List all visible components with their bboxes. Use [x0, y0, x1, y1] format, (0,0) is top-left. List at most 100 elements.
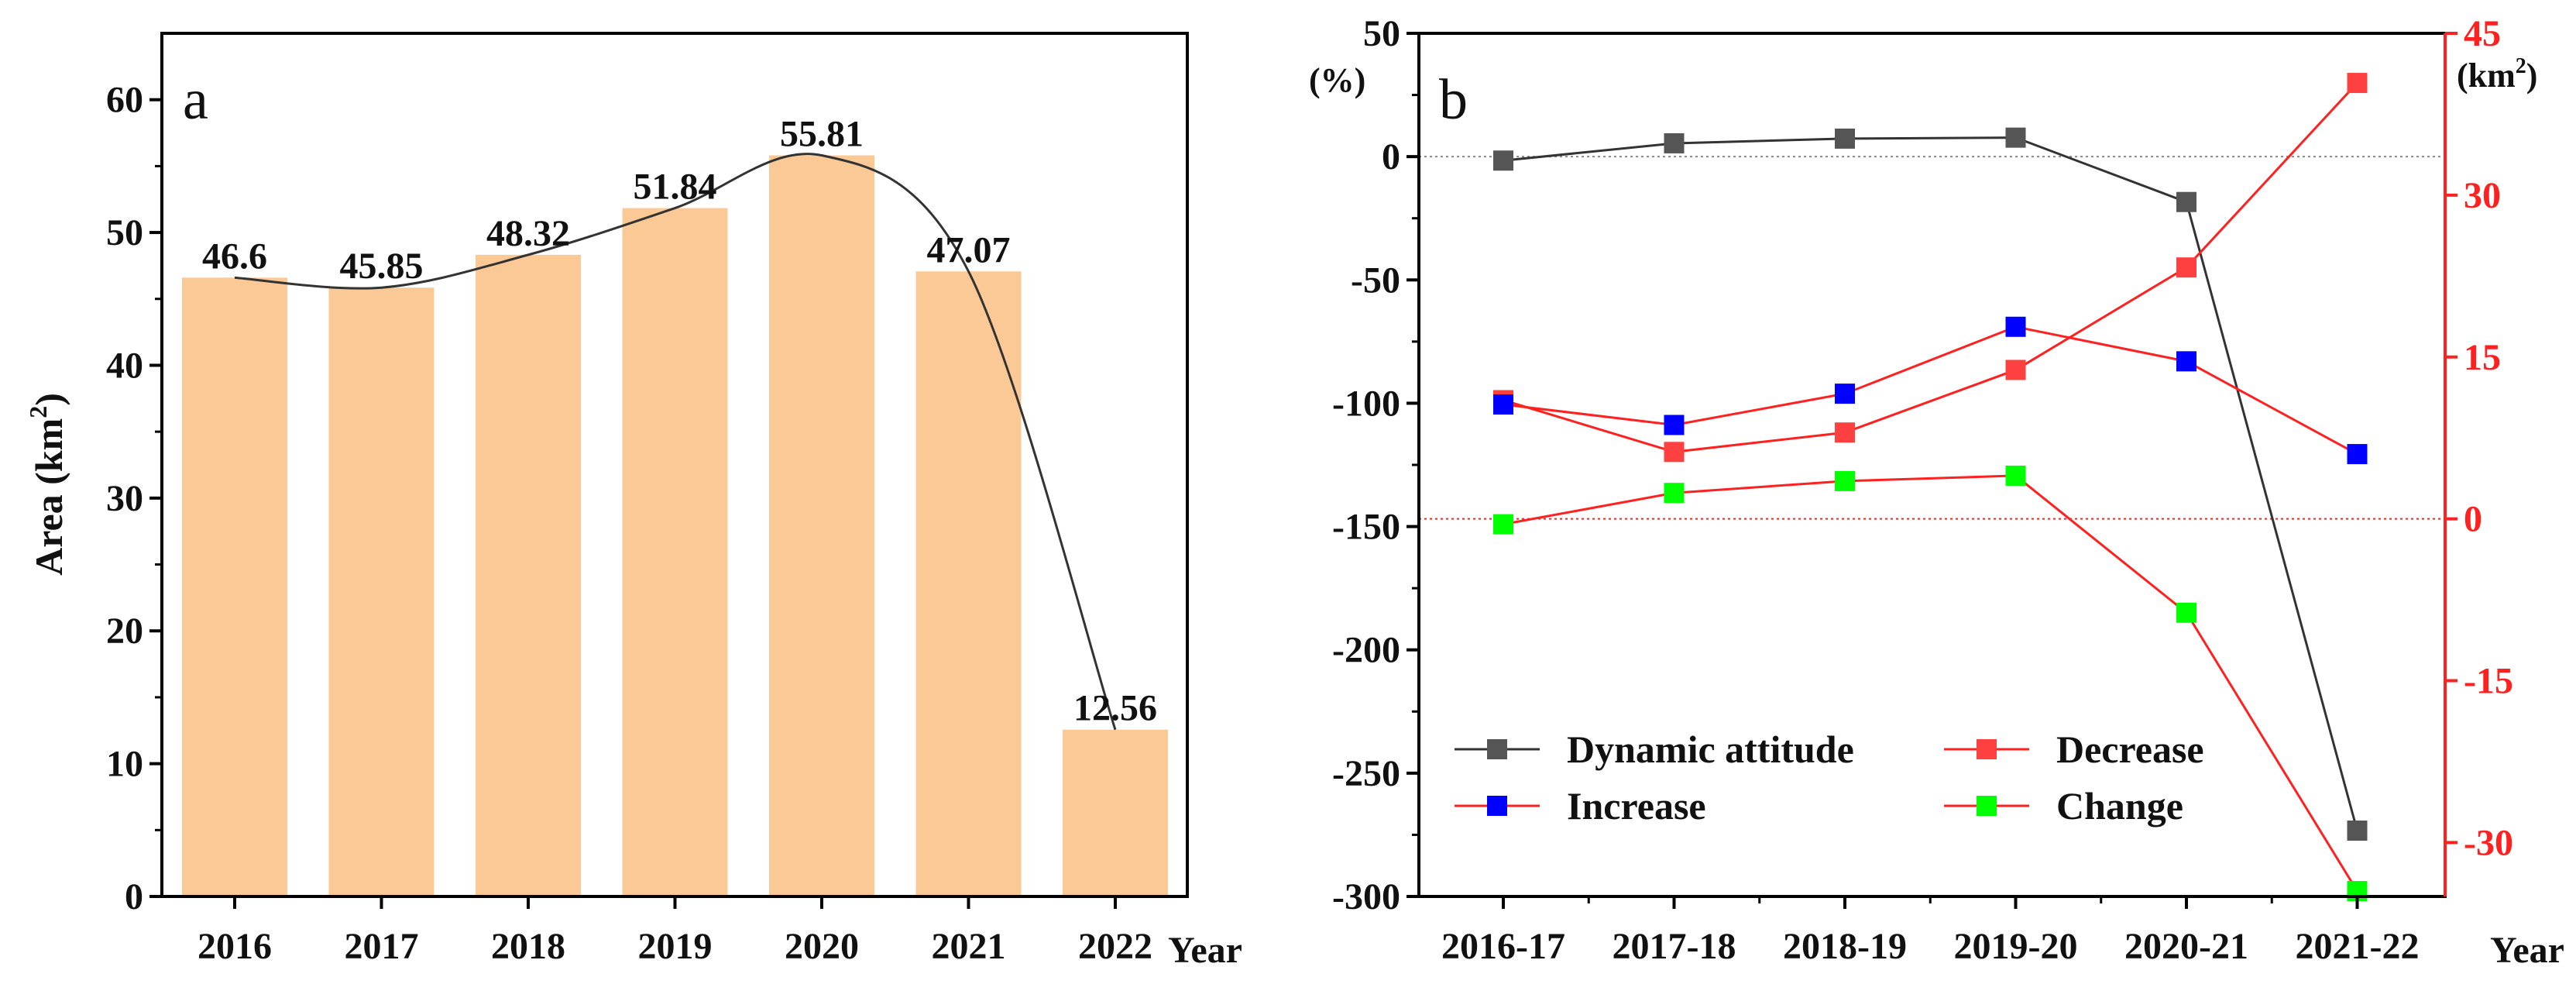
left-y-tick-label: -300 [1332, 876, 1400, 917]
legend-label-dynamic-attitude: Dynamic attitude [1567, 728, 1854, 771]
panel-b-x-ticks: 2016-17 2017-18 2018-19 2019-20 2020-21 2021-… [1441, 896, 2419, 967]
left-y-tick-label: -100 [1332, 383, 1400, 424]
series-line-decrease [1503, 82, 2358, 453]
series-line-dynamic-attitude [1503, 136, 2358, 831]
area-bar-2018 [476, 254, 581, 897]
right-y-tick-label: 45 [2464, 13, 2501, 54]
series-point-increase-2018-19 [1835, 384, 1855, 404]
series-point-change-2020-21 [2176, 602, 2196, 623]
x-tick-label-2020-21: 2020-21 [2124, 926, 2248, 967]
panel-a-x-axis-title: Year [1168, 930, 1242, 971]
panel-a-x-ticks: 2016 2017 2018 2019 2020 2021 2022 [197, 896, 1152, 967]
series-point-increase-2020-21 [2176, 351, 2196, 372]
legend-marker-dynamic-attitude [1487, 739, 1507, 759]
panel-b-x-axis-title: Year [2490, 930, 2564, 971]
x-tick-label-2017-18: 2017-18 [1613, 926, 1736, 967]
panel-b-letter: b [1439, 68, 1468, 132]
right-y-tick-label: -15 [2464, 661, 2513, 702]
series-point-dynamic-attitude-2020-21 [2176, 191, 2196, 212]
y-tick-label-50: 50 [106, 212, 143, 253]
bar-value-label-2021: 47.07 [927, 229, 1011, 270]
legend-marker-change [1977, 796, 1997, 816]
bar-value-label-2018: 48.32 [486, 213, 570, 254]
left-y-tick-label: 0 [1382, 136, 1400, 177]
series-point-decrease-2018-19 [1835, 422, 1855, 443]
area-bars [182, 155, 1168, 897]
left-y-tick-label: -250 [1332, 753, 1400, 794]
x-tick-label-2021-22: 2021-22 [2296, 926, 2420, 967]
y-tick-label-60: 60 [106, 80, 143, 121]
x-tick-label-2017: 2017 [345, 926, 419, 967]
y-tick-label-30: 30 [106, 478, 143, 519]
bar-value-label-2017: 45.85 [340, 246, 424, 287]
legend-marker-increase [1487, 796, 1507, 816]
y-tick-label-40: 40 [106, 345, 143, 386]
series-point-increase-2019-20 [2005, 316, 2026, 337]
panel-b-series [1493, 73, 2368, 902]
left-y-tick-label: 50 [1363, 13, 1400, 54]
right-y-tick-label: 0 [2464, 499, 2482, 540]
series-point-dynamic-attitude-2021-22 [2347, 821, 2368, 841]
panel-a-y-ticks: 0 10 20 30 40 50 60 [106, 80, 162, 917]
series-line-change [1503, 474, 2358, 892]
right-y-tick-label: 30 [2464, 175, 2501, 216]
left-y-tick-label: -150 [1332, 507, 1400, 548]
panel-b-line-chart: 50 0 -50 -100 -150 -200 -250 -300 45 30 15 0 -15 -30… [1309, 13, 2564, 971]
left-y-tick-label: -200 [1332, 630, 1400, 671]
x-tick-label-2016-17: 2016-17 [1441, 926, 1565, 967]
panel-b-left-y-ticks: 50 0 -50 -100 -150 -200 -250 -300 [1332, 13, 1419, 917]
y-tick-label-10: 10 [106, 744, 143, 785]
x-tick-label-2021: 2021 [932, 926, 1006, 967]
series-point-change-2018-19 [1835, 470, 1855, 491]
area-bar-2021 [915, 271, 1022, 896]
area-bar-2017 [328, 287, 434, 896]
y-tick-label-20: 20 [106, 611, 143, 652]
right-axis-unit-label: (km2) [2457, 54, 2537, 95]
x-tick-label-2018-19: 2018-19 [1783, 926, 1907, 967]
legend-label-increase: Increase [1567, 784, 1706, 828]
series-point-increase-2016-17 [1493, 394, 1513, 415]
x-tick-label-2018: 2018 [491, 926, 565, 967]
series-point-decrease-2017-18 [1664, 442, 1685, 463]
x-tick-label-2016: 2016 [197, 926, 272, 967]
x-tick-label-2019-20: 2019-20 [1954, 926, 2078, 967]
legend-label-change: Change [2056, 784, 2183, 828]
series-point-increase-2017-18 [1664, 415, 1685, 435]
y-tick-label-0: 0 [125, 876, 143, 917]
area-bar-2022 [1063, 729, 1168, 896]
series-point-change-2017-18 [1664, 483, 1685, 504]
bar-value-label-2022: 12.56 [1073, 688, 1157, 729]
series-point-change-2016-17 [1493, 514, 1513, 535]
legend-label-decrease: Decrease [2056, 728, 2204, 771]
bar-value-label-2016: 46.6 [202, 236, 267, 277]
panel-b-right-y-ticks: 45 30 15 0 -15 -30 [2445, 13, 2513, 863]
series-point-change-2019-20 [2005, 465, 2026, 486]
left-y-tick-label: -50 [1351, 260, 1400, 301]
area-bar-2016 [182, 277, 287, 897]
x-tick-label-2019: 2019 [638, 926, 713, 967]
left-axis-unit-label: (%) [1309, 61, 1365, 99]
panel-a-letter: a [183, 68, 208, 132]
bar-value-label-2019: 51.84 [634, 167, 717, 208]
series-point-dynamic-attitude-2016-17 [1493, 150, 1513, 171]
area-bar-2019 [622, 208, 728, 897]
legend-marker-decrease [1977, 739, 1997, 759]
series-point-decrease-2020-21 [2176, 257, 2196, 278]
area-bar-2020 [769, 155, 874, 897]
series-point-decrease-2021-22 [2347, 73, 2368, 94]
area-bar-value-labels: 46.6 45.85 48.32 51.84 55.81 47.07 12.56 [202, 114, 1157, 729]
x-tick-label-2020: 2020 [785, 926, 859, 967]
right-y-tick-label: -30 [2464, 822, 2513, 863]
series-point-decrease-2019-20 [2005, 360, 2026, 380]
series-point-increase-2021-22 [2347, 444, 2368, 465]
panel-a-bar-chart: 46.6 45.85 48.32 51.84 55.81 47.07 12.56 0 10 20… [24, 32, 1242, 971]
bar-value-label-2020: 55.81 [780, 114, 864, 155]
area-trend-curve [234, 153, 1117, 731]
series-point-dynamic-attitude-2019-20 [2005, 127, 2026, 148]
series-line-increase [1503, 325, 2358, 456]
series-point-dynamic-attitude-2017-18 [1664, 132, 1685, 153]
panel-b-legend: Dynamic attitude Decrease Increase Change [1455, 728, 2204, 828]
x-tick-label-2022: 2022 [1078, 926, 1152, 967]
series-point-dynamic-attitude-2018-19 [1835, 128, 1855, 149]
